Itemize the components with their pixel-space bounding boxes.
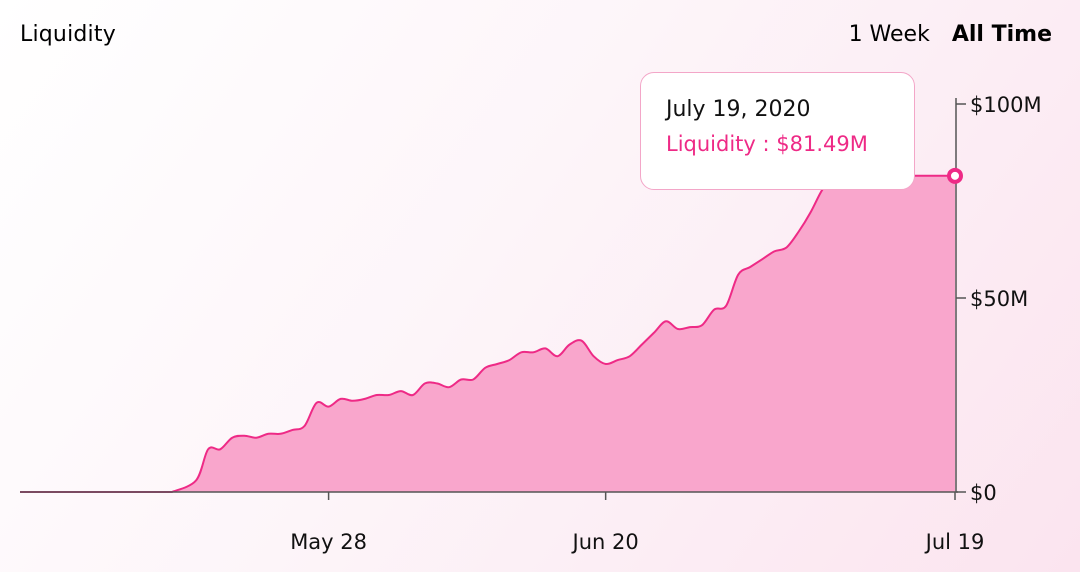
range-all-time-button[interactable]: All Time bbox=[951, 22, 1052, 47]
tooltip-date: July 19, 2020 bbox=[666, 97, 811, 122]
y-tick-label: $0 bbox=[970, 481, 997, 505]
tooltip: July 19, 2020 Liquidity : $81.49M bbox=[640, 72, 915, 190]
range-selector: 1 Week All Time bbox=[849, 22, 1052, 47]
x-tick-label: Jun 20 bbox=[571, 530, 639, 554]
tooltip-value: Liquidity : $81.49M bbox=[666, 132, 868, 156]
range-1-week-button[interactable]: 1 Week bbox=[848, 22, 930, 47]
x-tick-label: Jul 19 bbox=[924, 530, 985, 554]
y-tick-label: $100M bbox=[970, 93, 1042, 117]
chart-title: Liquidity bbox=[20, 22, 116, 47]
liquidity-area-fill bbox=[172, 174, 955, 493]
hover-point-marker[interactable] bbox=[947, 167, 963, 184]
x-tick-label: May 28 bbox=[290, 530, 367, 554]
y-tick-label: $50M bbox=[970, 287, 1028, 311]
